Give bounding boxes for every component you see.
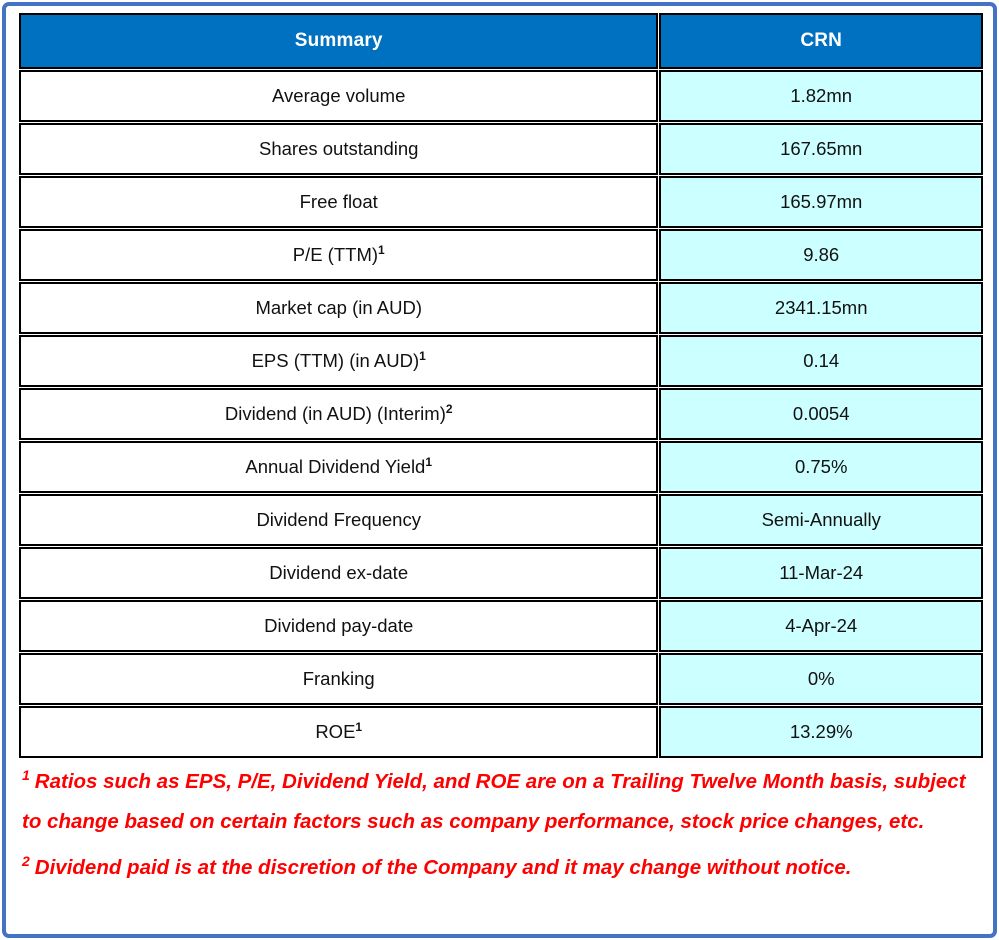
row-value: 0.0054: [659, 388, 983, 440]
row-label: Dividend Frequency: [19, 494, 659, 546]
table-row: P/E (TTM)1 9.86: [19, 229, 983, 281]
footnote-marker: 1: [419, 348, 426, 363]
row-label: Free float: [19, 176, 659, 228]
footnote-marker: 1: [355, 719, 363, 734]
row-value: 0.14: [659, 335, 983, 387]
table-row: Shares outstanding 167.65mn: [19, 123, 983, 175]
table-row: Dividend Frequency Semi-Annually: [19, 494, 983, 546]
row-value: 4-Apr-24: [659, 600, 983, 652]
row-value: 165.97mn: [659, 176, 983, 228]
table-row: Market cap (in AUD) 2341.15mn: [19, 282, 983, 334]
table-header-row: Summary CRN: [19, 13, 983, 69]
row-label: P/E (TTM)1: [19, 229, 659, 281]
summary-table-body: Average volume 1.82mn Shares outstanding 16…: [19, 70, 983, 758]
row-label: Shares outstanding: [19, 123, 659, 175]
header-ticker: CRN: [659, 13, 983, 69]
row-value: 167.65mn: [659, 123, 983, 175]
footnote-marker: 1: [378, 242, 385, 257]
row-value: 13.29%: [659, 706, 983, 758]
row-label: EPS (TTM) (in AUD)1: [19, 335, 659, 387]
row-value: 0.75%: [659, 441, 983, 493]
row-value: 2341.15mn: [659, 282, 983, 334]
row-label: Franking: [19, 653, 659, 705]
row-value: 9.86: [659, 229, 983, 281]
footnote-marker: 2: [445, 401, 453, 416]
footnote-number: 2: [22, 853, 30, 870]
footnote: 2 Dividend paid is at the discretion of t…: [22, 853, 852, 879]
summary-table: Summary CRN Average volume 1.82mn Shares o…: [18, 12, 984, 759]
table-row: EPS (TTM) (in AUD)1 0.14: [19, 335, 983, 387]
row-value: 0%: [659, 653, 983, 705]
row-label: Annual Dividend Yield1: [19, 441, 659, 493]
row-label: Dividend ex-date: [19, 547, 659, 599]
table-row: Dividend (in AUD) (Interim)2 0.0054: [19, 388, 983, 440]
footnotes: 1 Ratios such as EPS, P/E, Dividend Yield…: [22, 762, 978, 894]
footnote-number: 1: [22, 767, 30, 784]
header-summary: Summary: [19, 13, 659, 69]
table-row: ROE1 13.29%: [19, 706, 983, 758]
table-row: Franking 0%: [19, 653, 983, 705]
row-value: Semi-Annually: [659, 494, 983, 546]
row-label: Dividend pay-date: [19, 600, 659, 652]
table-row: Dividend pay-date 4-Apr-24: [19, 600, 983, 652]
table-row: Average volume 1.82mn: [19, 70, 983, 122]
row-label: Average volume: [19, 70, 659, 122]
table-row: Free float 165.97mn: [19, 176, 983, 228]
row-label: Dividend (in AUD) (Interim)2: [19, 388, 659, 440]
footnote-marker: 1: [425, 454, 433, 469]
row-value: 11-Mar-24: [659, 547, 983, 599]
row-label: Market cap (in AUD): [19, 282, 659, 334]
row-label: ROE1: [19, 706, 659, 758]
table-row: Annual Dividend Yield1 0.75%: [19, 441, 983, 493]
row-value: 1.82mn: [659, 70, 983, 122]
table-row: Dividend ex-date 11-Mar-24: [19, 547, 983, 599]
footnote: 1 Ratios such as EPS, P/E, Dividend Yield…: [22, 767, 966, 833]
